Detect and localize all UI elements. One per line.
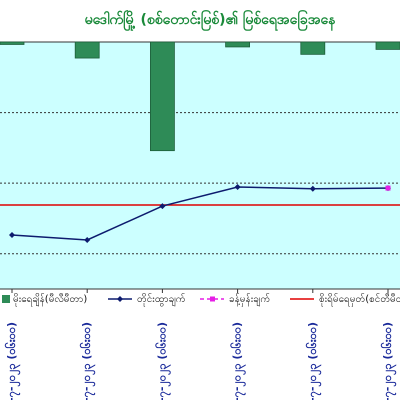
- legend-label: စိုးရိမ်ရေမှတ်(စင်တီမီတာ): [319, 292, 400, 307]
- plot-area: [0, 41, 400, 290]
- chart-title: မဒေါက်မြို့ (စစ်တောင်းမြစ်)၏ မြစ်ရေအခြေအ…: [85, 10, 337, 31]
- x-tick-label: ၁၆-၇-၂၀၂၃ (၀၆း၀၀): [80, 322, 96, 400]
- bar: [74, 41, 100, 59]
- x-tick-label: ၁၅-၇-၂၀၂၃ (၀၆း၀၀): [5, 322, 21, 400]
- legend-label: တိုင်းထွာချက်: [137, 292, 186, 307]
- point: [9, 232, 15, 239]
- x-tick-label: ၁၇-၇-၂၀၂၃ (၀၆း၀၀): [155, 322, 171, 400]
- bar: [0, 41, 25, 45]
- point: [385, 185, 391, 191]
- point: [159, 203, 166, 210]
- legend-swatch: [2, 295, 10, 303]
- bar: [225, 41, 251, 48]
- bar: [149, 41, 175, 152]
- legend-label: မိုးရေချိန်(မီလီမီတာ): [13, 292, 87, 307]
- x-tick-label: ၁၈-၇-၂၀၂၃ (၀၆း၀၀): [231, 322, 247, 400]
- point: [309, 185, 316, 192]
- bar: [300, 41, 326, 55]
- point: [234, 184, 241, 191]
- point: [84, 236, 91, 243]
- legend-marker: [117, 296, 123, 302]
- x-tick-label: ၁၉-၇-၂၀၂၃ (၀၆း၀၀): [306, 322, 322, 400]
- bar: [375, 41, 400, 50]
- x-tick-label: ၂၀-၇-၂၀၂၃ (၀၆း၀၀): [381, 322, 397, 400]
- legend-marker: [210, 296, 215, 302]
- legend-label: ခန့်မှန်းချက်: [229, 292, 270, 307]
- series-line: [11, 186, 389, 241]
